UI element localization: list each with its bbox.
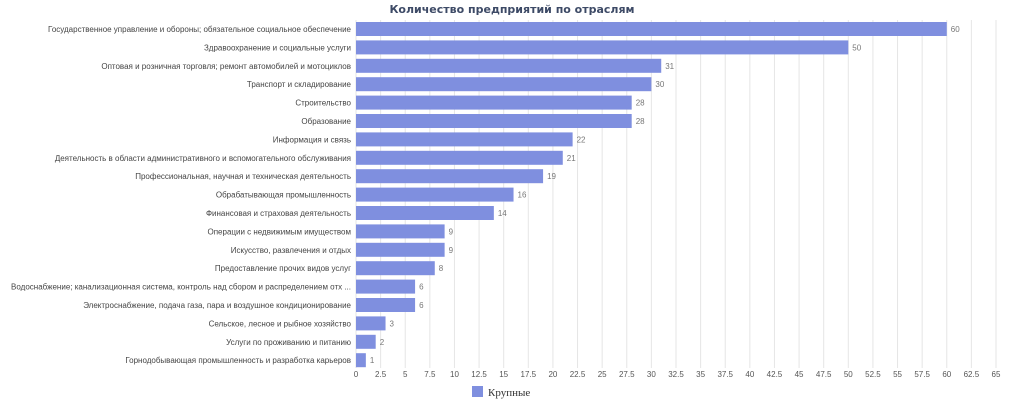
bar[interactable]: [356, 77, 652, 92]
value-label: 6: [419, 283, 424, 292]
value-label: 6: [419, 301, 424, 310]
category-label: Оптовая и розничная торговля; ремонт авт…: [101, 62, 351, 71]
category-label: Здравоохранение и социальные услуги: [204, 43, 351, 52]
x-tick-label: 45: [795, 370, 804, 379]
legend[interactable]: Крупные: [472, 386, 530, 399]
x-tick-label: 0: [354, 370, 359, 379]
x-tick-label: 37.5: [717, 370, 733, 379]
bar[interactable]: [356, 58, 662, 73]
bar[interactable]: [356, 95, 632, 110]
x-tick-label: 10: [450, 370, 459, 379]
bar[interactable]: [356, 224, 445, 239]
x-tick-label: 52.5: [865, 370, 881, 379]
bar[interactable]: [356, 316, 386, 331]
value-label: 9: [449, 227, 454, 236]
x-tick-label: 40: [745, 370, 754, 379]
chart-title: Количество предприятий по отраслям: [389, 3, 634, 16]
legend-label[interactable]: Крупные: [488, 387, 530, 399]
category-label: Электроснабжение, подача газа, пара и во…: [83, 301, 351, 310]
x-tick-label: 32.5: [668, 370, 684, 379]
bars: [356, 22, 947, 368]
x-axis-ticks: 0 2.5 5 7.5 10 12.5 15 17.5 20 22.5 25 27.5 30 32.5 35…: [354, 370, 1001, 379]
x-tick-label: 35: [696, 370, 705, 379]
x-tick-label: 15: [499, 370, 508, 379]
category-label: Горнодобывающая промышленность и разрабо…: [125, 356, 351, 365]
category-label: Государственное управление и обороны; об…: [48, 25, 352, 34]
x-tick-label: 50: [844, 370, 853, 379]
bar[interactable]: [356, 279, 416, 294]
value-label: 30: [655, 80, 664, 89]
category-label: Деятельность в области административного…: [55, 154, 351, 163]
value-label: 16: [518, 191, 527, 200]
category-label: Информация и связь: [273, 135, 351, 144]
value-label: 3: [390, 319, 395, 328]
bar[interactable]: [356, 132, 573, 147]
category-label: Строительство: [295, 99, 351, 108]
category-label: Водоснабжение; канализационная система, …: [11, 283, 351, 292]
value-label: 31: [665, 62, 674, 71]
value-label: 28: [636, 117, 645, 126]
value-label: 1: [370, 356, 375, 365]
category-label: Предоставление прочих видов услуг: [215, 264, 351, 273]
x-tick-label: 62.5: [964, 370, 980, 379]
x-tick-label: 20: [548, 370, 557, 379]
category-label: Сельское, лесное и рыбное хозяйство: [209, 319, 352, 328]
category-label: Транспорт и складирование: [247, 80, 352, 89]
x-tick-label: 25: [598, 370, 607, 379]
bar[interactable]: [356, 206, 494, 220]
x-tick-label: 55: [893, 370, 902, 379]
value-label: 21: [567, 154, 576, 163]
value-label: 9: [449, 246, 454, 255]
x-tick-label: 57.5: [914, 370, 930, 379]
x-tick-label: 17.5: [521, 370, 537, 379]
value-label: 22: [577, 135, 586, 144]
category-labels: Государственное управление и обороны; об…: [11, 25, 352, 365]
bar[interactable]: [356, 150, 563, 165]
x-tick-label: 12.5: [471, 370, 487, 379]
x-tick-label: 60: [942, 370, 951, 379]
value-label: 19: [547, 172, 556, 181]
bar[interactable]: [356, 242, 445, 257]
legend-swatch[interactable]: [472, 386, 483, 397]
category-label: Обрабатывающая промышленность: [216, 191, 351, 200]
category-label: Образование: [301, 117, 351, 126]
value-label: 14: [498, 209, 507, 218]
category-label: Услуги по проживанию и питанию: [226, 338, 351, 347]
category-label: Искусство, развлечения и отдых: [231, 246, 351, 255]
bar[interactable]: [356, 169, 544, 184]
value-label: 8: [439, 264, 444, 273]
bar[interactable]: [356, 114, 632, 128]
x-tick-label: 5: [403, 370, 408, 379]
bar[interactable]: [356, 334, 376, 349]
value-label: 28: [636, 99, 645, 108]
category-label: Финансовая и страховая деятельность: [206, 209, 351, 218]
value-label: 60: [951, 25, 960, 34]
value-label: 50: [852, 43, 861, 52]
x-tick-label: 47.5: [816, 370, 832, 379]
x-tick-label: 30: [647, 370, 656, 379]
x-tick-label: 65: [992, 370, 1001, 379]
value-label: 2: [380, 338, 385, 347]
category-label: Профессиональная, научная и техническая …: [135, 172, 351, 181]
bar[interactable]: [356, 353, 366, 368]
category-label: Операции с недвижимым имуществом: [207, 227, 351, 236]
bar[interactable]: [356, 298, 416, 312]
bar[interactable]: [356, 261, 435, 276]
bar[interactable]: [356, 187, 514, 202]
x-tick-label: 2.5: [375, 370, 387, 379]
x-tick-label: 27.5: [619, 370, 635, 379]
x-tick-label: 7.5: [424, 370, 436, 379]
bar[interactable]: [356, 40, 849, 55]
x-tick-label: 22.5: [570, 370, 586, 379]
bar[interactable]: [356, 22, 947, 36]
x-tick-label: 42.5: [767, 370, 783, 379]
